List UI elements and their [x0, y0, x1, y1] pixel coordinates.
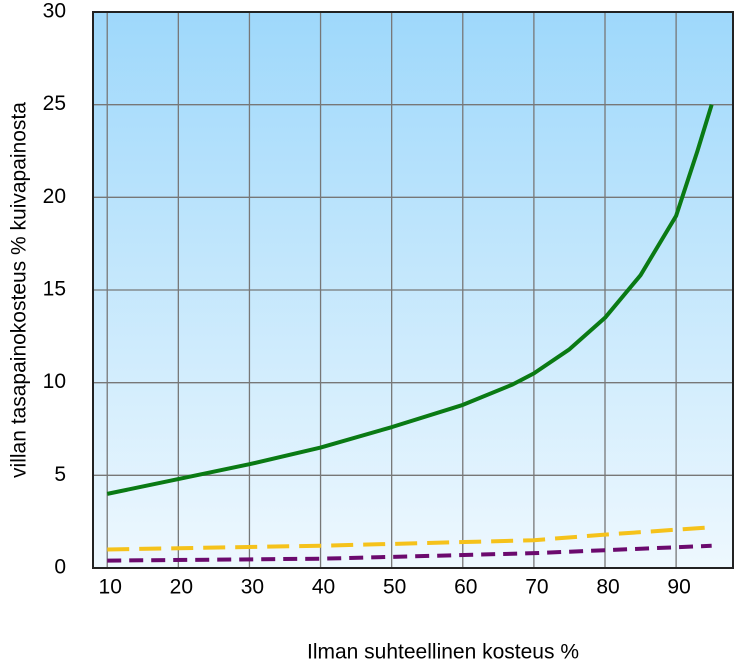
x-tick-label: 40: [312, 576, 335, 599]
y-tick-label: 15: [43, 278, 66, 301]
y-tick-label: 10: [43, 370, 66, 393]
plot-border: [92, 11, 734, 569]
x-tick-label: 20: [170, 576, 193, 599]
y-tick-label: 0: [54, 556, 66, 579]
x-tick-label: 70: [525, 576, 548, 599]
x-tick-label: 60: [454, 576, 477, 599]
x-axis-label: Ilman suhteellinen kosteus %: [307, 641, 579, 664]
x-tick-label: 10: [99, 576, 122, 599]
line-series: [106, 104, 714, 496]
line-series: [107, 525, 712, 552]
line-series: [107, 543, 712, 563]
y-tick-label: 20: [43, 185, 66, 208]
y-tick-label: 30: [43, 0, 66, 23]
x-tick-label: 50: [383, 576, 406, 599]
y-tick-label: 25: [43, 92, 66, 115]
x-tick-label: 90: [667, 576, 690, 599]
y-axis-label: villan tasapainokosteus % kuivapainosta: [8, 102, 31, 478]
x-tick-label: 80: [596, 576, 619, 599]
y-tick-label: 5: [54, 463, 66, 486]
x-tick-label: 30: [241, 576, 264, 599]
